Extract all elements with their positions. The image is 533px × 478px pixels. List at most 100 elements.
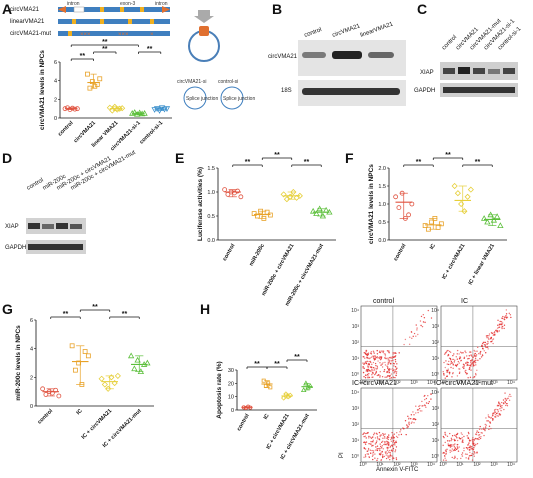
flow-event-dot — [470, 448, 472, 450]
flow-event-dot — [506, 316, 509, 318]
flow-event-dot — [464, 370, 466, 372]
flow-y-tick: 10⁰ — [351, 372, 359, 378]
flow-event-dot — [496, 327, 499, 329]
flow-event-dot — [384, 376, 386, 378]
flow-event-dot — [391, 431, 393, 434]
flow-event-dot — [465, 351, 467, 354]
exon-block — [140, 7, 144, 12]
flow-event-dot — [386, 436, 389, 438]
flow-event-dot — [501, 317, 504, 320]
flow-event-dot — [508, 312, 510, 314]
flow-event-dot — [444, 366, 446, 369]
flow-event-dot — [454, 449, 456, 452]
flow-event-dot — [494, 411, 496, 413]
significance-label: ** — [245, 159, 251, 166]
flow-event-dot — [388, 352, 390, 354]
flow-event-dot — [369, 352, 372, 354]
flow-event-dot — [485, 346, 487, 349]
flow-event-dot — [419, 410, 422, 412]
flow-event-dot — [501, 404, 503, 407]
flow-event-dot — [458, 372, 461, 375]
flow-event-dot — [366, 453, 368, 455]
flow-event-dot — [387, 357, 389, 359]
flow-event-dot — [442, 371, 444, 373]
flow-event-dot — [373, 369, 376, 371]
flow-event-dot — [501, 327, 503, 330]
flow-event-dot — [502, 315, 504, 318]
flow-event-dot — [424, 321, 426, 324]
flow-event-dot — [479, 425, 481, 428]
flow-event-dot — [508, 399, 511, 401]
flow-event-dot — [470, 446, 473, 448]
flow-y-tick: 10² — [432, 422, 440, 428]
data-point — [69, 343, 75, 349]
flow-event-dot — [473, 361, 475, 363]
flow-event-dot — [408, 343, 411, 345]
flow-event-dot — [371, 369, 373, 371]
flow-event-dot — [389, 377, 391, 379]
flow-event-dot — [458, 362, 460, 364]
flow-event-dot — [367, 432, 369, 434]
y-tick-label: 0.5 — [207, 214, 215, 220]
intron-arrow — [58, 6, 66, 13]
flow-event-dot — [458, 368, 460, 370]
flow-event-dot — [421, 325, 424, 328]
flow-event-dot — [505, 399, 508, 402]
flow-event-dot — [466, 355, 468, 357]
flow-event-dot — [362, 432, 365, 435]
flow-event-dot — [370, 437, 373, 439]
flow-event-dot — [501, 407, 503, 409]
flow-event-dot — [427, 309, 430, 312]
flow-event-dot — [413, 414, 415, 416]
flow-event-dot — [475, 364, 477, 366]
data-point — [111, 380, 118, 387]
flow-event-dot — [475, 374, 477, 376]
flow-event-dot — [472, 356, 474, 359]
flow-x-tick: 10⁰ — [359, 462, 367, 468]
flow-event-dot — [496, 405, 499, 407]
flow-event-dot — [375, 364, 377, 367]
flow-event-dot — [456, 349, 459, 352]
flow-event-dot — [473, 438, 476, 441]
panel-b-blot: control circVMA21 linearVMA21 circVMA21 … — [268, 21, 406, 106]
flow-event-dot — [390, 449, 393, 451]
flow-event-dot — [423, 404, 426, 406]
data-point — [151, 107, 158, 113]
flow-event-dot — [363, 367, 365, 370]
flow-event-dot — [417, 411, 419, 414]
flow-event-dot — [484, 426, 487, 428]
flow-event-dot — [465, 447, 468, 449]
flow-event-dot — [384, 442, 386, 444]
flow-event-dot — [372, 451, 375, 454]
flow-event-dot — [492, 418, 495, 420]
flow-event-dot — [387, 363, 389, 365]
flow-event-dot — [372, 369, 374, 371]
flow-event-dot — [377, 447, 379, 450]
flow-event-dot — [506, 403, 508, 405]
flow-event-dot — [445, 459, 447, 462]
significance-label: ** — [254, 361, 260, 368]
flow-event-dot — [467, 444, 470, 446]
flow-event-dot — [382, 350, 385, 352]
flow-event-dot — [368, 357, 370, 359]
flow-plot-frame — [360, 387, 438, 463]
flow-event-dot — [367, 449, 370, 451]
flow-event-dot — [370, 356, 373, 358]
flow-event-dot — [449, 446, 452, 448]
flow-event-dot — [506, 404, 509, 407]
flow-event-dot — [494, 333, 496, 336]
x-tick-label: miR-200c — [249, 243, 266, 267]
flow-event-dot — [403, 343, 405, 346]
mutation-mark: ××× — [118, 32, 129, 38]
flow-event-dot — [463, 366, 465, 368]
flow-event-dot — [474, 354, 476, 357]
row-label-linearvma21: linearVMA21 — [10, 19, 45, 25]
y-axis-label: Luciferase activities (%) — [197, 167, 204, 241]
flow-event-dot — [372, 367, 375, 369]
flow-event-dot — [503, 402, 505, 405]
flow-event-dot — [468, 458, 470, 460]
flow-x-tick: 10² — [393, 462, 401, 468]
flow-event-dot — [372, 356, 375, 358]
flow-event-dot — [454, 447, 457, 449]
x-tick-label: control — [37, 408, 55, 426]
